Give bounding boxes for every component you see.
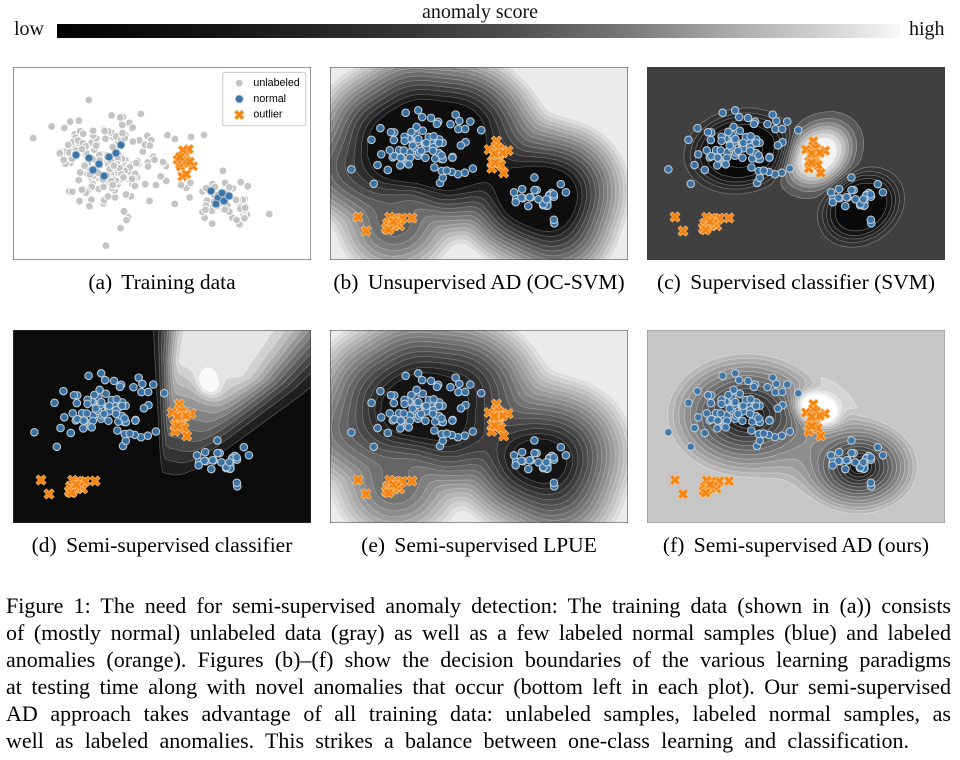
svg-text:normal: normal: [253, 93, 286, 105]
svg-text:outlier: outlier: [253, 109, 283, 121]
svg-text:unlabeled: unlabeled: [253, 77, 299, 89]
